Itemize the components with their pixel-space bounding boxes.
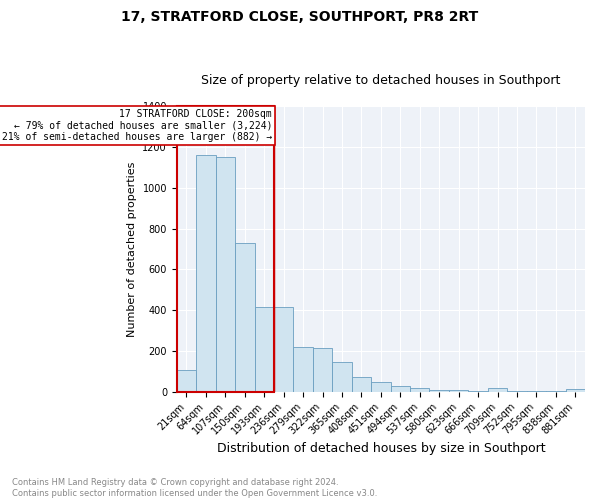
Bar bbox=[488, 388, 507, 392]
Bar bbox=[352, 378, 371, 392]
Y-axis label: Number of detached properties: Number of detached properties bbox=[127, 162, 137, 336]
Bar bbox=[410, 388, 430, 392]
Bar bbox=[293, 347, 313, 392]
Bar bbox=[196, 155, 215, 392]
Title: Size of property relative to detached houses in Southport: Size of property relative to detached ho… bbox=[201, 74, 560, 87]
Bar bbox=[313, 348, 332, 392]
Bar bbox=[566, 388, 585, 392]
Bar bbox=[391, 386, 410, 392]
Bar bbox=[177, 106, 274, 392]
Bar bbox=[430, 390, 449, 392]
Bar bbox=[177, 370, 196, 392]
Bar bbox=[274, 307, 293, 392]
Text: Contains HM Land Registry data © Crown copyright and database right 2024.
Contai: Contains HM Land Registry data © Crown c… bbox=[12, 478, 377, 498]
Bar bbox=[449, 390, 469, 392]
Bar bbox=[332, 362, 352, 392]
Bar bbox=[235, 243, 254, 392]
Bar bbox=[371, 382, 391, 392]
Text: 17, STRATFORD CLOSE, SOUTHPORT, PR8 2RT: 17, STRATFORD CLOSE, SOUTHPORT, PR8 2RT bbox=[121, 10, 479, 24]
X-axis label: Distribution of detached houses by size in Southport: Distribution of detached houses by size … bbox=[217, 442, 545, 455]
Text: 17 STRATFORD CLOSE: 200sqm
← 79% of detached houses are smaller (3,224)
21% of s: 17 STRATFORD CLOSE: 200sqm ← 79% of deta… bbox=[2, 109, 272, 142]
Bar bbox=[469, 390, 488, 392]
Bar bbox=[254, 307, 274, 392]
Bar bbox=[215, 157, 235, 392]
